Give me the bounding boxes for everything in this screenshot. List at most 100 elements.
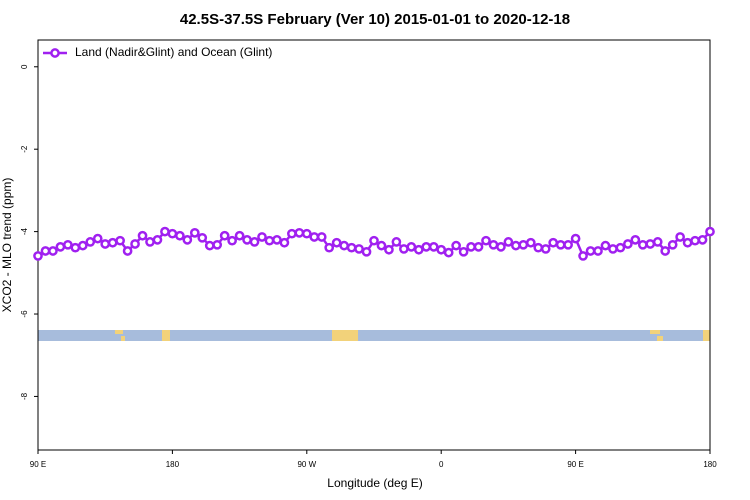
- data-point: [608, 244, 618, 254]
- data-point: [294, 227, 305, 238]
- data-point: [585, 246, 596, 256]
- data-point: [675, 232, 685, 242]
- data-point: [555, 239, 566, 250]
- x-tick-label: 0: [439, 460, 444, 469]
- data-point: [406, 242, 417, 252]
- data-point: [369, 235, 379, 246]
- data-point: [167, 228, 178, 239]
- data-point: [511, 240, 521, 251]
- data-point: [189, 227, 200, 238]
- data-point: [578, 251, 588, 261]
- data-point: [697, 234, 708, 245]
- data-point: [451, 240, 461, 251]
- data-point: [152, 234, 163, 245]
- data-point: [548, 237, 559, 248]
- data-point: [48, 246, 58, 256]
- data-point: [227, 235, 237, 246]
- data-point: [428, 242, 439, 252]
- data-point: [458, 246, 469, 257]
- data-point: [391, 237, 402, 247]
- data-point: [115, 235, 125, 246]
- data-point: [540, 244, 551, 254]
- data-point: [137, 230, 148, 241]
- x-tick-label: 90 E: [30, 460, 46, 469]
- y-tick-label: -8: [20, 392, 29, 400]
- data-point: [182, 234, 193, 245]
- data-point: [645, 239, 656, 249]
- data-point: [563, 239, 573, 250]
- data-point: [197, 232, 208, 243]
- data-point: [324, 242, 335, 253]
- data-point: [316, 232, 327, 242]
- x-tick-label: 90 W: [297, 460, 316, 469]
- data-point: [212, 239, 223, 250]
- legend-label: Land (Nadir&Glint) and Ocean (Glint): [75, 45, 272, 59]
- data-point: [593, 246, 603, 256]
- data-point: [413, 244, 424, 255]
- data-point: [690, 235, 700, 246]
- data-point: [242, 234, 252, 245]
- data-point: [122, 246, 133, 256]
- data-point: [130, 239, 140, 249]
- data-point: [40, 246, 51, 256]
- x-tick-label: 180: [703, 460, 717, 469]
- y-tick-label: -6: [20, 310, 29, 318]
- data-point: [145, 237, 155, 247]
- data-point: [204, 240, 215, 251]
- data-point: [70, 242, 81, 253]
- data-point: [264, 235, 275, 246]
- data-point: [384, 244, 394, 255]
- data-point: [705, 226, 715, 237]
- data-point: [443, 247, 454, 258]
- data-point: [354, 244, 364, 254]
- data-point: [301, 228, 312, 239]
- data-point: [488, 239, 499, 250]
- data-point: [630, 234, 641, 245]
- data-point: [92, 233, 103, 244]
- x-axis-label: Longitude (deg E): [327, 476, 422, 490]
- data-point: [436, 244, 447, 255]
- data-point: [107, 237, 118, 248]
- x-tick-label: 180: [166, 460, 180, 469]
- data-point: [399, 244, 409, 254]
- data-point: [615, 242, 626, 253]
- data-point: [346, 242, 357, 253]
- data-point: [234, 230, 245, 241]
- data-point: [518, 239, 529, 250]
- data-point: [272, 234, 282, 245]
- data-point: [309, 232, 320, 242]
- data-point: [100, 239, 111, 249]
- data-point: [682, 237, 693, 248]
- data-point: [33, 251, 43, 261]
- data-point: [496, 242, 506, 252]
- data-point: [481, 235, 491, 246]
- land-mask-strip: [38, 330, 710, 341]
- data-point: [533, 242, 544, 253]
- data-point: [660, 246, 671, 256]
- data-point: [600, 240, 611, 251]
- data-point: [175, 230, 185, 241]
- data-point: [361, 246, 372, 257]
- data-point: [525, 237, 536, 248]
- data-point: [376, 240, 387, 251]
- data-point: [249, 237, 260, 247]
- data-point: [421, 242, 432, 252]
- plot-frame: [37, 39, 711, 451]
- y-tick-label: -2: [20, 145, 29, 153]
- chart-title: 42.5S-37.5S February (Ver 10) 2015-01-01…: [180, 11, 570, 28]
- data-point: [473, 242, 484, 252]
- data-point: [652, 237, 663, 247]
- data-point: [77, 240, 88, 251]
- data-point: [160, 226, 170, 237]
- data-point: [219, 230, 230, 241]
- legend-marker: [50, 48, 60, 58]
- data-point: [279, 237, 290, 248]
- data-point: [503, 237, 514, 247]
- data-point: [287, 228, 297, 239]
- data-point: [63, 239, 73, 250]
- data-point: [55, 242, 66, 252]
- y-tick-label: -4: [20, 228, 29, 236]
- y-tick-label: 0: [20, 64, 29, 69]
- y-axis-label: XCO2 - MLO trend (ppm): [0, 178, 14, 313]
